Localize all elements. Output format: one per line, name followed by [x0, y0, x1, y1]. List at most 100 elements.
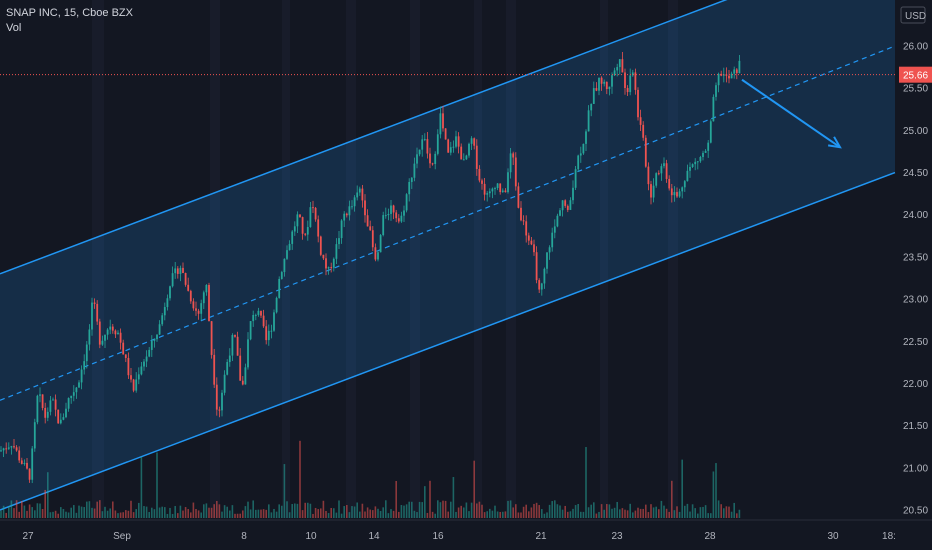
volume-bar: [582, 511, 585, 518]
candle-body: [556, 215, 559, 227]
volume-bar: [528, 511, 530, 518]
candle-body: [579, 153, 582, 156]
candle-body: [678, 191, 681, 197]
volume-bar: [231, 505, 234, 518]
candle-body: [18, 450, 21, 461]
volume-bar: [364, 511, 366, 518]
volume-bar: [23, 505, 26, 518]
price-tick-label: 20.50: [903, 506, 928, 517]
volume-bar: [153, 509, 156, 518]
candle-body: [647, 166, 650, 185]
volume-bar: [689, 511, 691, 518]
candle-body: [111, 326, 114, 331]
volume-bar: [624, 509, 626, 518]
candle-body: [202, 292, 205, 304]
symbol-title[interactable]: SNAP INC, 15, Cboe BZX: [6, 7, 133, 19]
volume-bar: [400, 504, 403, 518]
volume-bar: [450, 501, 452, 518]
volume-bar: [301, 510, 304, 518]
candle-body: [137, 374, 140, 380]
volume-bar: [408, 501, 410, 518]
price-tick-label: 21.00: [903, 463, 928, 474]
candle-body: [98, 321, 101, 345]
volume-bar: [96, 501, 98, 518]
volume-bar: [70, 507, 72, 518]
candle-body: [319, 236, 322, 255]
candle-body: [535, 252, 538, 281]
volume-bar: [140, 456, 143, 518]
candle-body: [418, 149, 421, 155]
volume-bar: [663, 505, 665, 518]
volume-bar: [561, 509, 564, 518]
volume-bar: [174, 506, 176, 518]
candle-body: [423, 139, 426, 141]
volume-bar: [725, 506, 728, 518]
time-axis[interactable]: 27 Sep 8 10 14 16 21 23 28 30 18:: [0, 519, 932, 550]
candle-body: [135, 379, 138, 391]
volume-bar: [434, 513, 436, 518]
volume-bar: [54, 510, 57, 518]
candle-body: [390, 205, 392, 214]
volume-bar: [47, 472, 49, 518]
session-band: [600, 0, 608, 518]
time-tick-label: 8: [241, 531, 247, 542]
price-axis[interactable]: 26.00 25.50 25.00 24.50 24.00 23.50 23.00 22.50…: [896, 0, 932, 550]
candle-body: [20, 460, 23, 464]
candle-body: [665, 163, 668, 179]
price-tick-label: 25.50: [903, 84, 928, 95]
volume-bar: [702, 506, 704, 518]
volume-bar: [694, 508, 696, 518]
candle-body: [286, 250, 288, 259]
candle-body: [306, 227, 309, 235]
candle-body: [340, 220, 343, 239]
volume-bar: [195, 508, 197, 518]
volume-bar: [249, 509, 252, 518]
volume-bar: [424, 486, 426, 518]
parallel-channel[interactable]: [0, 0, 896, 511]
candle-body: [660, 166, 663, 174]
volume-bar: [678, 511, 681, 518]
volume-bar: [125, 510, 127, 518]
candle-body: [304, 233, 307, 235]
volume-bar: [34, 510, 36, 518]
volume-bar: [270, 512, 273, 518]
projection-arrow[interactable]: [741, 78, 842, 149]
candle-body: [374, 247, 377, 260]
candle-body: [369, 226, 372, 231]
volume-bar: [413, 510, 416, 518]
candle-body: [543, 268, 546, 284]
candle-body: [364, 200, 366, 216]
volume-bar: [457, 507, 460, 518]
volume-bar: [567, 511, 569, 518]
candle-body: [436, 134, 439, 154]
volume-bar: [398, 511, 400, 518]
volume-bar: [590, 504, 592, 518]
volume-bar: [647, 512, 650, 518]
volume-bar: [577, 503, 579, 518]
volume-bar: [75, 512, 78, 518]
volume-bar: [278, 504, 280, 518]
candle-body: [7, 447, 10, 449]
volume-bar: [36, 503, 39, 518]
candle-body: [62, 417, 65, 420]
candle-body: [252, 315, 255, 322]
candle-body: [187, 284, 190, 291]
candle-body: [696, 161, 699, 163]
candle-body: [122, 342, 125, 355]
volume-bar: [650, 504, 652, 518]
time-tick-label: Sep: [113, 531, 131, 542]
candle-body: [280, 272, 283, 279]
volume-bar: [255, 509, 257, 518]
volume-bar: [5, 512, 7, 518]
volume-bar: [15, 500, 18, 518]
volume-bar: [717, 500, 720, 518]
volume-bar: [338, 500, 340, 518]
candle-body: [694, 161, 697, 165]
volume-indicator-label[interactable]: Vol: [6, 22, 22, 34]
candle-body: [36, 395, 39, 423]
candle-body: [221, 392, 223, 411]
candle-body: [93, 302, 96, 304]
volume-bar: [416, 512, 418, 518]
volume-bar: [494, 505, 496, 518]
